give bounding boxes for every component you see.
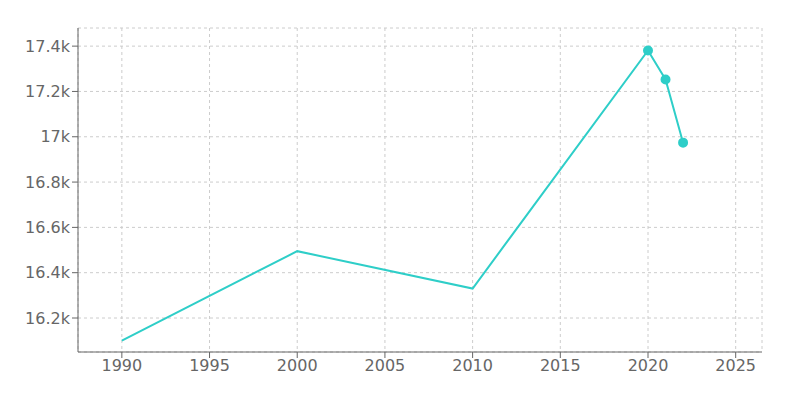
svg-text:16.2k: 16.2k [25, 309, 71, 328]
svg-text:2005: 2005 [365, 356, 406, 375]
svg-text:2000: 2000 [277, 356, 318, 375]
svg-text:17.2k: 17.2k [25, 82, 71, 101]
svg-text:17k: 17k [40, 127, 70, 146]
svg-text:1995: 1995 [189, 356, 230, 375]
svg-text:16.6k: 16.6k [25, 218, 71, 237]
svg-text:2025: 2025 [715, 356, 756, 375]
svg-text:1990: 1990 [101, 356, 142, 375]
svg-text:2015: 2015 [540, 356, 581, 375]
svg-text:2020: 2020 [628, 356, 669, 375]
svg-text:2010: 2010 [452, 356, 493, 375]
svg-text:16.8k: 16.8k [25, 173, 71, 192]
svg-text:17.4k: 17.4k [25, 37, 71, 56]
svg-text:16.4k: 16.4k [25, 263, 71, 282]
